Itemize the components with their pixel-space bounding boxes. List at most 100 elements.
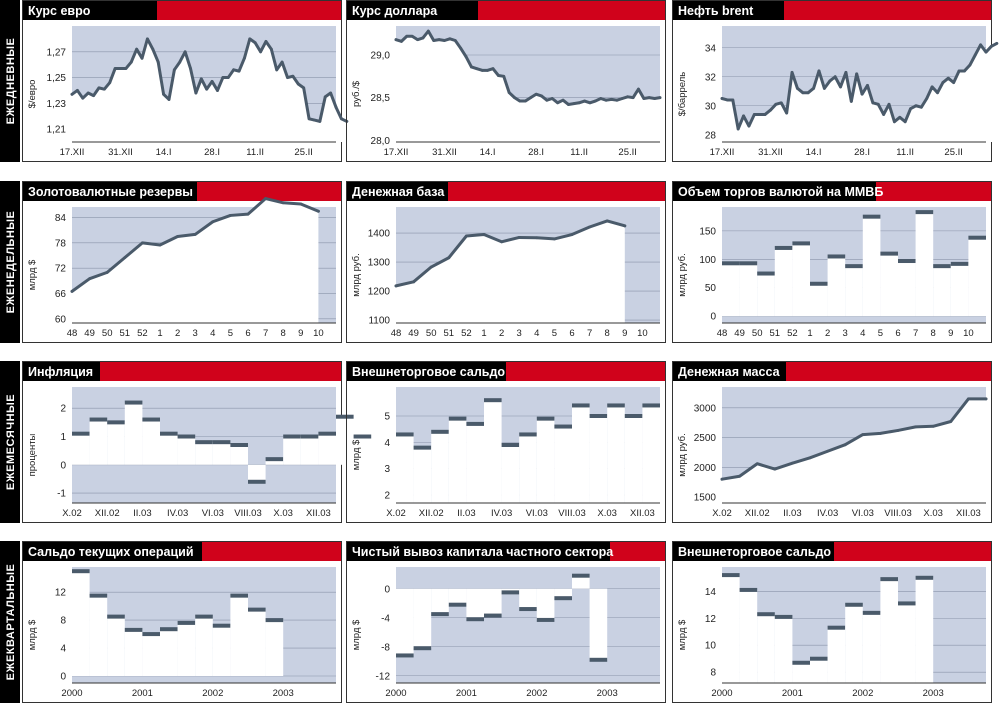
- x-tick-label: VI.03: [202, 508, 224, 519]
- bar-fill: [739, 263, 758, 317]
- x-tick-label: 17.XII: [60, 147, 85, 158]
- y-tick-label: 4: [60, 644, 66, 655]
- data-point: [914, 425, 917, 429]
- data-point: [102, 87, 106, 91]
- bar-fill: [142, 634, 160, 677]
- bar-cap: [142, 417, 160, 422]
- bar-fill: [792, 243, 810, 317]
- bar-cap: [757, 271, 775, 276]
- x-tick-label: X.02: [62, 508, 82, 519]
- bar-cap: [792, 241, 810, 246]
- y-tick-label: 1: [60, 432, 66, 443]
- bar-cap: [501, 590, 520, 595]
- x-tick-label: 51: [120, 328, 131, 339]
- y-axis-label: млрд руб.: [677, 253, 688, 296]
- x-tick-label: 25.II: [944, 147, 963, 158]
- bar-fill: [642, 405, 660, 503]
- y-tick-label: 0: [60, 672, 66, 683]
- bar-fill: [792, 662, 810, 683]
- data-point: [502, 74, 506, 78]
- data-point: [124, 67, 128, 70]
- bar-cap: [554, 424, 572, 429]
- bar-fill: [862, 612, 881, 683]
- bar-cap: [519, 607, 537, 612]
- data-point: [280, 60, 284, 64]
- y-tick-label: 0: [710, 312, 716, 323]
- bar-fill: [283, 436, 301, 465]
- row-label-background: [0, 541, 20, 703]
- bar-cap: [810, 281, 828, 286]
- data-point: [817, 69, 821, 73]
- data-point: [620, 97, 624, 100]
- bar-cap: [177, 620, 196, 625]
- bar-fill: [722, 263, 740, 317]
- bar-fill: [396, 588, 414, 656]
- x-tick-label: 2000: [711, 688, 732, 699]
- series-line: [720, 397, 988, 481]
- y-axis-label: млрд $: [677, 619, 688, 650]
- data-point: [513, 96, 516, 100]
- y-tick-label: 5: [384, 412, 390, 423]
- data-point: [334, 105, 338, 109]
- bar-cap: [862, 610, 881, 615]
- row-label-background: [0, 0, 20, 162]
- bar-cap: [915, 210, 934, 215]
- bar-fill: [212, 625, 231, 677]
- bar-cap: [607, 403, 625, 408]
- x-tick-label: X.02: [386, 508, 406, 519]
- chart-title: Золотовалютные резервы: [28, 185, 193, 199]
- x-tick-label: X.03: [597, 508, 617, 519]
- data-point: [946, 76, 950, 80]
- bar-cap: [739, 587, 758, 592]
- data-point: [146, 37, 149, 41]
- y-axis-label: млрд $: [27, 259, 38, 290]
- chart-panel: Курс доллара руб./$ 28,0 28,5 29,0 17.XII 31.X…: [346, 0, 666, 162]
- y-tick-label: 1500: [694, 493, 717, 504]
- data-point: [253, 41, 257, 45]
- bar-fill: [827, 627, 846, 683]
- row-label: ЕЖЕМЕСЯЧНЫЕ: [5, 394, 17, 490]
- y-tick-label: 150: [699, 226, 716, 237]
- area-fill: [722, 398, 986, 503]
- title-background: [22, 181, 197, 201]
- chart-panel: Объем торгов валютой на ММВБ млрд руб. 0 50…: [672, 181, 992, 343]
- data-point: [570, 233, 574, 236]
- x-tick-label: 2000: [61, 688, 82, 699]
- data-point: [806, 91, 810, 95]
- bar-cap: [107, 420, 125, 425]
- x-tick-label: 3: [843, 328, 848, 339]
- x-tick-label: IV.03: [817, 508, 838, 519]
- bar-cap: [554, 596, 572, 601]
- data-point: [92, 94, 95, 97]
- data-point: [237, 69, 241, 73]
- x-tick-label: 8: [931, 328, 936, 339]
- data-point: [605, 219, 609, 223]
- data-point: [264, 40, 268, 43]
- data-point: [496, 74, 500, 77]
- data-point: [70, 92, 74, 96]
- data-point: [296, 82, 300, 86]
- data-point: [307, 117, 311, 121]
- y-tick-label: 8: [60, 616, 66, 627]
- data-point: [808, 456, 812, 460]
- bar-cap: [572, 573, 590, 578]
- bar-cap: [448, 416, 467, 421]
- data-point: [229, 214, 232, 217]
- x-tick-label: 2002: [526, 688, 547, 699]
- data-point: [860, 92, 864, 96]
- data-point: [752, 113, 756, 116]
- x-tick-label: 28.I: [528, 147, 544, 158]
- data-point: [243, 56, 246, 60]
- data-point: [518, 99, 522, 103]
- bar-fill: [466, 423, 484, 503]
- data-point: [828, 79, 832, 83]
- bar-cap: [142, 632, 160, 637]
- chart-title: Денежная масса: [678, 365, 781, 379]
- data-point: [914, 104, 918, 108]
- x-tick-label: 17.XII: [384, 147, 409, 158]
- bar-cap: [107, 614, 125, 619]
- data-point: [957, 69, 961, 73]
- bar-fill: [757, 273, 775, 317]
- bar-cap: [212, 623, 231, 628]
- y-tick-label: 32: [705, 72, 717, 83]
